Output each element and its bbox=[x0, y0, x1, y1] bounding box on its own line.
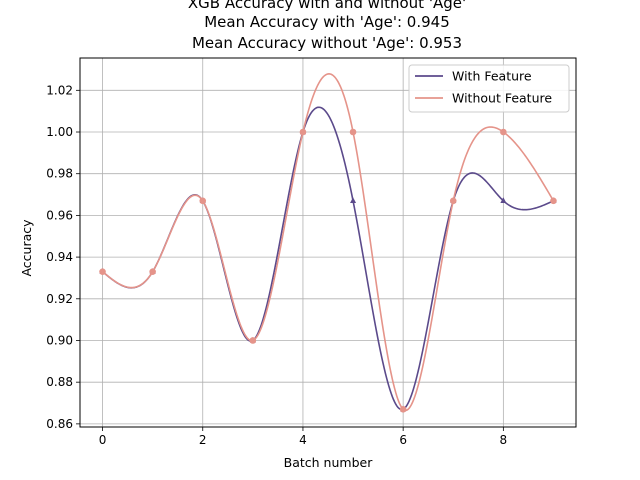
title-line-3: Mean Accuracy without 'Age': 0.953 bbox=[192, 34, 462, 52]
y-tick-label: 0.88 bbox=[46, 375, 73, 389]
x-tick-label: 0 bbox=[99, 433, 107, 447]
y-tick-label: 1.00 bbox=[46, 125, 73, 139]
series-1-marker bbox=[350, 197, 357, 204]
y-tick-label: 0.86 bbox=[46, 417, 73, 431]
series-2-marker bbox=[550, 197, 557, 205]
series-2-marker bbox=[399, 405, 407, 413]
x-tick-label: 4 bbox=[299, 433, 307, 447]
legend-label: With Feature bbox=[452, 69, 532, 84]
plot-area-frame bbox=[79, 57, 577, 428]
series-1-marker bbox=[500, 197, 507, 204]
series-2-marker bbox=[149, 268, 156, 275]
y-tick-label: 0.90 bbox=[46, 333, 73, 347]
chart-title: XGB Accuracy with and without 'Age' Mean… bbox=[188, 0, 466, 52]
y-tick-label: 0.94 bbox=[46, 250, 73, 264]
series-2-marker bbox=[249, 337, 257, 344]
legend-box bbox=[408, 64, 570, 113]
legend-label: Without Feature bbox=[452, 91, 552, 106]
series-2-marker bbox=[500, 128, 507, 136]
y-tick-label: 0.98 bbox=[46, 167, 73, 181]
series-line-2 bbox=[102, 73, 555, 412]
series-line-1 bbox=[102, 106, 554, 411]
series-2-marker bbox=[199, 197, 207, 205]
y-tick-label: 1.02 bbox=[46, 83, 73, 97]
legend: With Feature Without Feature bbox=[408, 64, 570, 113]
x-axis-label: Batch number bbox=[284, 455, 374, 470]
series-2-marker bbox=[99, 268, 106, 275]
y-tick-label: 0.96 bbox=[46, 208, 73, 222]
x-tick-label: 6 bbox=[399, 433, 407, 447]
title-line-1: XGB Accuracy with and without 'Age' bbox=[188, 0, 466, 12]
x-tick-label: 8 bbox=[500, 433, 508, 447]
y-tick-label: 0.92 bbox=[46, 292, 73, 306]
y-axis-label: Accuracy bbox=[19, 219, 34, 277]
series-2-marker bbox=[449, 197, 457, 205]
series-2-marker bbox=[299, 128, 307, 136]
series-2-marker bbox=[349, 128, 357, 136]
title-line-2: Mean Accuracy with 'Age': 0.945 bbox=[204, 13, 450, 31]
axis-ticks: 0 2 4 6 8 0.86 0.88 0.90 0.92 0.94 0.96 0.98 1.00 1.0… bbox=[46, 83, 507, 447]
series-layer bbox=[99, 73, 557, 413]
x-tick-label: 2 bbox=[199, 433, 207, 447]
